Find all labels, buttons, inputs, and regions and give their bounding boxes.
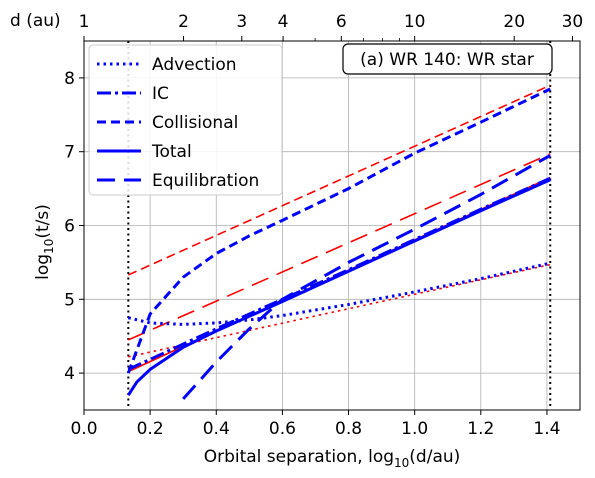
y-tick-label: 8 [64, 69, 75, 89]
x-tick-label: 0.8 [335, 419, 362, 439]
legend-label: IC [152, 84, 169, 104]
x-tick-label: 0.6 [269, 419, 296, 439]
top-tick-label: 4 [278, 12, 289, 32]
x-axis-title: Orbital separation, log10(d/au) [204, 447, 461, 470]
top-axis-label: d (au) [10, 11, 61, 31]
plot-series [126, 84, 551, 400]
series-line-collisional [126, 87, 551, 374]
x-tick-label: 0.4 [203, 419, 230, 439]
top-tick-label: 30 [562, 12, 584, 32]
legend: Advection IC Collisional Total Equilibration [88, 44, 283, 196]
ticks: 0.0 0.2 0.4 0.6 0.8 1.0 1.2 1.4 4 5 6 7 8 1 2 3 4 6 10 20 30 [64, 12, 583, 439]
annotation-box: (a) WR 140: WR star [342, 43, 553, 75]
top-tick-label: 1 [79, 12, 90, 32]
legend-label: Advection [152, 55, 237, 75]
y-tick-label: 4 [64, 364, 75, 384]
y-tick-label: 6 [64, 217, 75, 237]
y-tick-label: 7 [64, 143, 75, 163]
x-tick-label: 1.4 [533, 419, 560, 439]
legend-label: Equilibration [152, 171, 259, 191]
x-tick-label: 0.0 [70, 419, 97, 439]
top-tick-label: 20 [503, 12, 525, 32]
model-line [127, 84, 551, 276]
series-line-total [127, 178, 551, 397]
y-tick-label: 5 [64, 290, 75, 310]
series-line-advection [127, 261, 551, 326]
annotation-text: (a) WR 140: WR star [360, 50, 534, 70]
legend-label: Total [151, 142, 192, 162]
y-axis-title: log10(t/s) [33, 204, 56, 280]
model-line [127, 153, 551, 341]
series-line-equilibration [182, 154, 551, 400]
top-tick-label: 10 [404, 12, 426, 32]
x-tick-label: 1.2 [467, 419, 494, 439]
top-tick-label: 6 [336, 12, 347, 32]
top-tick-label: 2 [178, 12, 189, 32]
model-line [128, 263, 551, 358]
legend-label: Collisional [152, 113, 238, 133]
x-tick-label: 0.2 [137, 419, 164, 439]
top-tick-label: 3 [236, 12, 247, 32]
x-tick-label: 1.0 [401, 419, 428, 439]
